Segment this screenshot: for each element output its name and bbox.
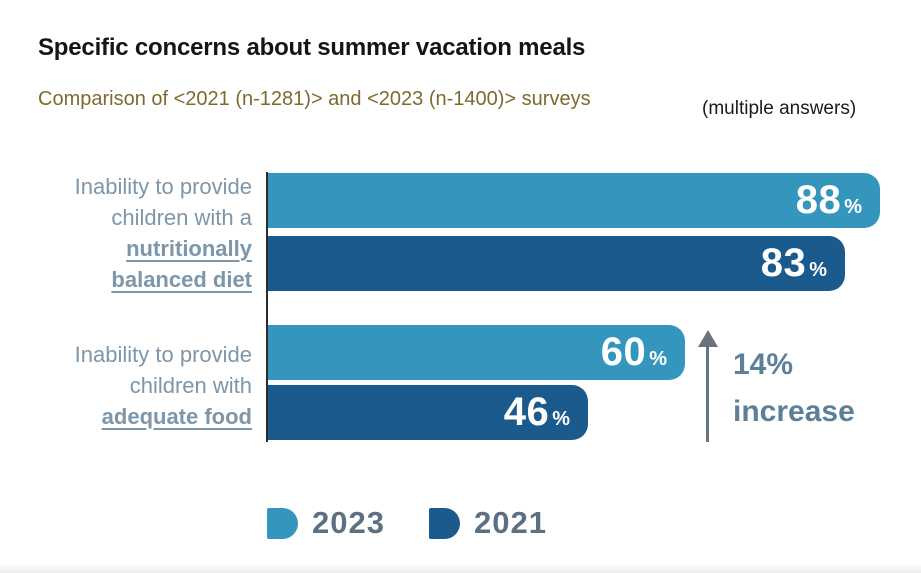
category-label-line: Inability to provide [74, 174, 252, 199]
category-label-adequate-food: Inability to provide children with adequ… [28, 339, 252, 432]
bar-value-label: 88 % [796, 178, 862, 223]
legend-swatch-2021-icon [428, 507, 460, 539]
percent-sign: % [649, 348, 667, 370]
percent-sign: % [809, 259, 827, 281]
bar-value-label: 60 % [601, 330, 667, 375]
category-label-emphasis-line: balanced diet [111, 267, 252, 292]
category-label-emphasis-line: adequate food [101, 404, 252, 429]
bar-2021-adequate-food: 46 % [268, 385, 588, 440]
bar-value-number: 88 [795, 178, 842, 222]
bar-2023-adequate-food: 60 % [268, 325, 685, 380]
page-title: Specific concerns about summer vacation … [38, 34, 586, 61]
category-axis-line [266, 172, 268, 442]
bar-value-number: 83 [760, 241, 807, 285]
bottom-edge-shadow [0, 563, 921, 573]
bar-2023-nutritionally-balanced-diet: 88 % [268, 173, 880, 228]
category-label-line: children with [129, 373, 252, 398]
chart-subtitle: Comparison of <2021 (n-1281)> and <2023 … [38, 88, 591, 110]
legend-item-2021: 2021 [428, 505, 547, 541]
multiple-answers-note: (multiple answers) [702, 98, 857, 119]
bar-value-number: 60 [600, 330, 647, 374]
category-label-line: children with a [111, 205, 252, 230]
category-label-line: Inability to provide [74, 342, 252, 367]
legend-swatch-2023-icon [267, 507, 298, 539]
bar-value-number: 46 [503, 390, 550, 434]
percent-sign: % [844, 196, 862, 218]
legend-item-2023: 2023 [267, 505, 385, 541]
increase-annotation: 14% increase [733, 341, 855, 435]
percent-sign: % [552, 408, 570, 430]
bar-value-label: 83 % [761, 241, 827, 286]
bar-2021-nutritionally-balanced-diet: 83 % [268, 236, 845, 291]
bar-value-label: 46 % [504, 390, 570, 435]
increase-arrow-line [706, 346, 709, 442]
category-label-emphasis-line: nutritionally [126, 236, 252, 261]
legend: 2023 2021 [267, 505, 547, 541]
category-label-nutritionally-balanced-diet: Inability to provide children with a nut… [28, 171, 252, 295]
increase-annotation-value: 14% [733, 348, 794, 381]
increase-annotation-word: increase [733, 395, 855, 428]
increase-arrow-up-icon [698, 330, 718, 347]
legend-label-2023: 2023 [312, 505, 385, 540]
legend-label-2021: 2021 [473, 505, 547, 540]
